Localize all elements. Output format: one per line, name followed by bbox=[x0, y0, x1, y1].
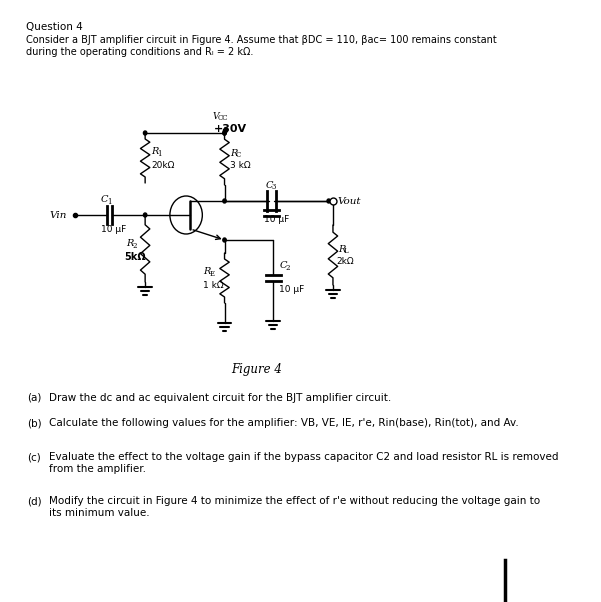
Text: Consider a BJT amplifier circuit in Figure 4. Assume that βDC = 110, βac= 100 re: Consider a BJT amplifier circuit in Figu… bbox=[26, 35, 496, 45]
Text: (a): (a) bbox=[27, 393, 41, 403]
Text: R: R bbox=[203, 267, 210, 276]
Text: 2: 2 bbox=[132, 241, 137, 249]
Text: 2kΩ: 2kΩ bbox=[337, 258, 354, 267]
Text: +30V: +30V bbox=[215, 124, 248, 134]
Text: 3 kΩ: 3 kΩ bbox=[230, 161, 250, 170]
Circle shape bbox=[144, 131, 147, 135]
Text: C: C bbox=[101, 196, 108, 205]
Text: 10 μF: 10 μF bbox=[279, 285, 305, 294]
Text: 3: 3 bbox=[272, 183, 276, 191]
Text: C: C bbox=[279, 261, 287, 270]
Text: its minimum value.: its minimum value. bbox=[49, 508, 149, 518]
Text: Figure 4: Figure 4 bbox=[231, 364, 281, 376]
Text: Vout: Vout bbox=[337, 197, 361, 206]
Text: R: R bbox=[338, 244, 346, 253]
Text: Modify the circuit in Figure 4 to minimize the effect of r'e without reducing th: Modify the circuit in Figure 4 to minimi… bbox=[49, 496, 540, 506]
Text: R: R bbox=[230, 149, 237, 158]
Text: 1 kΩ: 1 kΩ bbox=[203, 281, 224, 290]
Text: V: V bbox=[213, 112, 219, 121]
Text: C: C bbox=[236, 151, 241, 159]
Circle shape bbox=[223, 131, 226, 135]
Text: 5kΩ: 5kΩ bbox=[124, 252, 145, 261]
Text: 10 μF: 10 μF bbox=[101, 225, 126, 234]
Text: Draw the dc and ac equivalent circuit for the BJT amplifier circuit.: Draw the dc and ac equivalent circuit fo… bbox=[49, 393, 391, 403]
Text: R: R bbox=[126, 239, 134, 248]
Text: R: R bbox=[151, 147, 159, 157]
Text: Question 4: Question 4 bbox=[26, 22, 82, 32]
Circle shape bbox=[327, 199, 331, 203]
Text: (b): (b) bbox=[27, 418, 42, 428]
Text: 20kΩ: 20kΩ bbox=[151, 161, 174, 170]
Circle shape bbox=[223, 199, 226, 203]
Text: Calculate the following values for the amplifier: VB, VE, IE, r'e, Rin(base), Ri: Calculate the following values for the a… bbox=[49, 418, 519, 428]
Text: Vin: Vin bbox=[49, 211, 67, 220]
Circle shape bbox=[223, 131, 226, 135]
Text: C: C bbox=[266, 181, 273, 190]
Circle shape bbox=[223, 238, 226, 242]
Circle shape bbox=[144, 213, 147, 217]
Text: (c): (c) bbox=[27, 452, 41, 462]
Text: 10 μF: 10 μF bbox=[264, 214, 289, 223]
Text: L: L bbox=[344, 247, 349, 255]
Text: Evaluate the effect to the voltage gain if the bypass capacitor C2 and load resi: Evaluate the effect to the voltage gain … bbox=[49, 452, 558, 462]
Text: from the amplifier.: from the amplifier. bbox=[49, 464, 145, 474]
Text: E: E bbox=[209, 270, 214, 278]
Text: CC: CC bbox=[218, 114, 228, 122]
Text: during the operating conditions and Rₗ = 2 kΩ.: during the operating conditions and Rₗ =… bbox=[26, 47, 253, 57]
Text: 1: 1 bbox=[107, 198, 111, 206]
Text: 2: 2 bbox=[285, 264, 290, 272]
Text: 1: 1 bbox=[157, 150, 162, 158]
Text: (d): (d) bbox=[27, 496, 42, 506]
